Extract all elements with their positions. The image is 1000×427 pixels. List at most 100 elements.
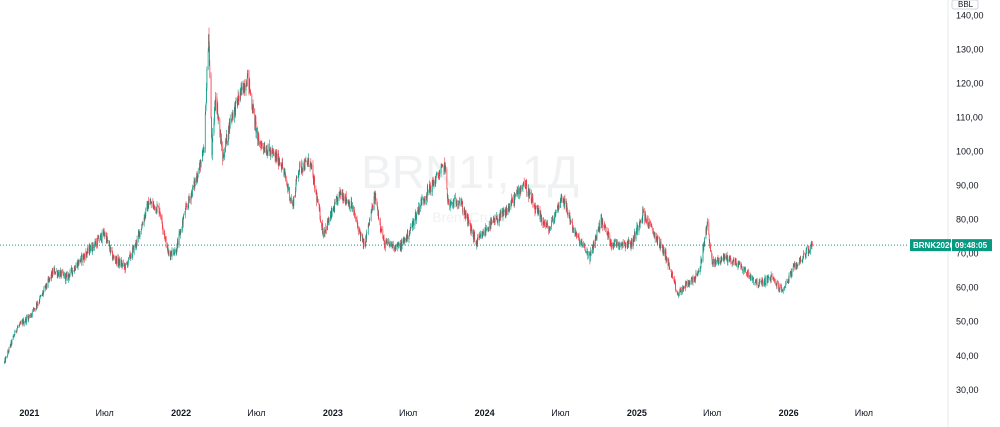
candle-body [357,222,358,226]
candle-body [392,241,394,248]
candle-body [39,296,41,298]
candle-body [377,205,378,208]
candle-body [418,206,420,213]
candle-body [152,204,154,207]
candle-body [709,240,710,246]
candle-body [295,183,297,191]
candle-body [231,118,232,120]
candle-body [624,244,626,248]
candle-body [340,192,342,195]
candle-body [191,191,193,197]
candle-body [113,255,115,257]
price-axis[interactable]: 30,00 40,00 50,00 60,00 70,00 80,00 90,00 100,0… [956,10,984,394]
candle-body [426,195,427,201]
candle-body [590,250,592,254]
candle-body [243,91,245,93]
candle-body [663,247,664,254]
candle-body [470,224,471,231]
candle-body [595,236,597,238]
candle-body [138,232,140,234]
candle-body [260,141,261,145]
candle-body [260,144,262,149]
candle-body [4,361,5,363]
candle-body [685,282,687,285]
candle-body [765,277,766,285]
candle-body [540,216,542,219]
candle-body [797,264,798,266]
candle-body [277,153,279,162]
candle-body [746,275,748,277]
candle-body [490,221,491,229]
candle-body [234,104,236,115]
candle-body [28,315,30,317]
candle-body [720,256,722,264]
candle-body [579,239,580,245]
time-tick-label: Июл [855,408,873,418]
candle-body [480,234,481,238]
candle-body [318,202,320,205]
candle-body [275,153,276,158]
candle-body [267,151,268,155]
candle-body [302,170,303,172]
candle-body [247,70,249,76]
currency-box[interactable]: BBL [951,0,979,10]
candle-body [206,69,208,89]
candle-body [82,254,84,263]
candle-body [542,221,544,225]
candle-body [602,219,604,227]
candle-body [490,220,492,222]
candle-body [477,237,478,244]
candle-body [306,161,308,163]
candle-body [753,282,755,284]
time-axis[interactable]: 2021 Июл 2022 Июл 2023 Июл 2024 Июл 2025 Июл 2026 И… [19,408,873,418]
candle-body [476,241,477,246]
candle-body [696,272,698,276]
candle-body [113,255,114,259]
candle-body [598,229,599,233]
candle-body [577,235,579,237]
candle-body [465,210,466,218]
candle-body [264,147,266,153]
candle-body [130,256,132,258]
candle-body [668,261,670,264]
candle-body [107,240,108,241]
candle-body [664,249,666,257]
candle-body [682,287,684,292]
candle-body [354,215,356,218]
candle-body [188,196,190,201]
candle-body [621,242,622,246]
candle-body [174,252,175,255]
candle-body [13,336,15,337]
candle-body [693,276,695,280]
candle-body [362,234,363,241]
candle-body [123,262,125,267]
candle-body [536,205,538,209]
candle-body [87,248,88,253]
badge-countdown-bg [952,239,992,252]
candle-body [56,271,58,272]
candle-body [632,238,634,247]
candle-body [430,189,432,192]
candle-body [258,135,259,139]
candle-body [732,260,734,263]
candle-body [545,223,547,227]
candle-body [572,222,573,230]
candle-body [481,235,483,238]
candle-body [569,219,571,222]
candle-body [468,217,469,222]
candle-body [599,223,600,230]
candle-body [155,207,157,213]
candle-body [647,217,649,224]
candle-body [276,153,278,162]
candle-body [362,239,364,248]
candle-body [359,229,360,233]
candle-body [472,230,474,234]
candle-body [715,261,717,262]
candle-body [433,184,434,187]
candle-body [397,243,399,248]
candle-body [216,104,218,112]
candle-body [715,259,716,265]
candle-body [51,272,52,279]
candle-body [170,251,172,255]
